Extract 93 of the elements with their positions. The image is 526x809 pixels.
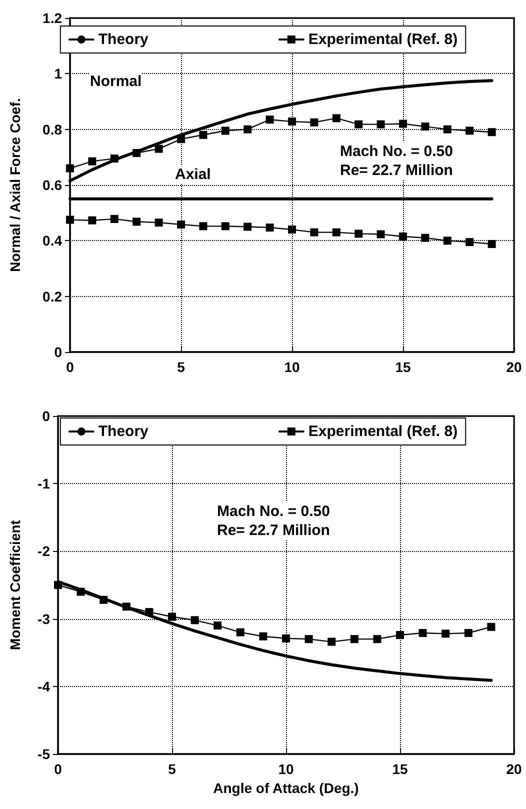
y-tick-label: 0 [42, 408, 50, 424]
point [396, 631, 404, 640]
x-tick-label: 0 [66, 359, 74, 375]
point [236, 628, 244, 636]
point [199, 130, 208, 139]
point [221, 126, 230, 135]
y-tick-label: 1 [54, 66, 62, 82]
annotation: Mach No. = 0.50 Re= 22.7 Million [217, 503, 330, 539]
x-tick-label: 20 [506, 359, 522, 375]
point [332, 228, 340, 236]
point [443, 125, 452, 134]
point [266, 224, 274, 232]
point [66, 216, 74, 224]
x-tick-label: 20 [506, 761, 522, 777]
annotation: Axial [175, 166, 211, 183]
point [487, 622, 496, 631]
y-tick-label: -2 [38, 543, 50, 560]
y-tick-label: 0.6 [42, 177, 62, 193]
point [266, 116, 274, 124]
point [466, 238, 474, 246]
y-axis-title: Moment Coefficient [7, 520, 23, 650]
point [177, 220, 185, 229]
x-axis-title: Angle of Attack (Deg.) [213, 780, 359, 796]
point [376, 120, 385, 128]
legend-label: Experimental (Ref. 8) [308, 423, 458, 440]
point [332, 114, 340, 122]
point [310, 228, 318, 236]
y-tick-label: 0.8 [42, 121, 62, 138]
point [177, 135, 185, 144]
point [132, 148, 141, 157]
point [350, 635, 358, 644]
point [304, 635, 313, 644]
x-tick-label: 5 [168, 761, 176, 777]
legend-label: Experimental (Ref. 8) [308, 31, 458, 48]
point [399, 120, 407, 128]
y-tick-label: -5 [38, 746, 50, 762]
point [88, 157, 96, 166]
point [488, 240, 496, 248]
y-tick-label: -3 [38, 610, 50, 627]
point [488, 128, 496, 136]
annotation: Mach No. = 0.50 Re= 22.7 Million [340, 143, 453, 179]
x-tick-label: 15 [392, 761, 408, 777]
point [282, 634, 290, 642]
point [154, 218, 163, 227]
point [110, 154, 118, 163]
point [110, 214, 118, 223]
point [244, 222, 252, 231]
point [354, 230, 363, 238]
x-tick-label: 10 [284, 359, 300, 375]
point [421, 234, 430, 242]
point [310, 118, 318, 126]
point [442, 630, 450, 638]
point [168, 612, 176, 621]
point [145, 608, 154, 616]
point [199, 222, 208, 230]
y-tick-label: -4 [38, 678, 50, 694]
x-tick-label: 10 [278, 761, 294, 777]
x-tick-label: 15 [395, 359, 411, 375]
point [190, 616, 199, 624]
y-tick-label: 0.2 [42, 288, 62, 304]
point [76, 588, 85, 596]
point [132, 218, 141, 226]
point [66, 164, 74, 172]
point [100, 596, 108, 604]
point [421, 122, 430, 131]
point [354, 120, 363, 128]
point [122, 602, 130, 611]
point [214, 622, 222, 630]
point [221, 222, 230, 230]
point [288, 226, 296, 234]
y-tick-label: -1 [38, 476, 50, 492]
point [54, 581, 62, 589]
point [373, 635, 382, 644]
y-tick-label: 1.2 [42, 10, 62, 26]
point [244, 125, 252, 134]
point [464, 628, 472, 637]
y-tick-label: 0 [54, 344, 62, 360]
point [418, 628, 427, 637]
point [466, 126, 474, 135]
point [154, 144, 163, 153]
point [443, 236, 452, 245]
legend-label: Theory [98, 423, 150, 440]
point [88, 216, 96, 224]
point [399, 232, 407, 240]
point [376, 230, 385, 238]
y-axis-title: Normal / Axial Force Coef. [7, 98, 23, 272]
annotation: Normal [90, 73, 142, 90]
point [288, 118, 296, 126]
legend-label: Theory [98, 31, 150, 48]
point [328, 638, 336, 646]
y-tick-label: 0.4 [42, 232, 62, 249]
point [259, 632, 268, 640]
x-tick-label: 5 [177, 359, 186, 375]
